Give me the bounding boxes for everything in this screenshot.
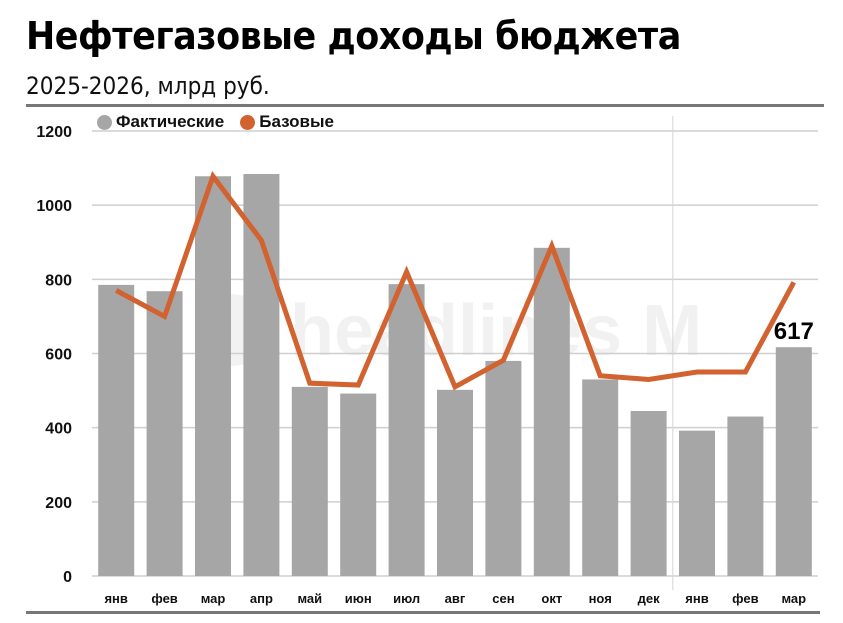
- bar-actual: [679, 430, 715, 576]
- bar-actual: [388, 284, 425, 576]
- y-tick-label: 1200: [36, 124, 72, 141]
- bar-actual: [340, 393, 377, 576]
- chart-subtitle: 2025-2026, млрд руб.: [26, 72, 270, 100]
- x-tick-label: мар: [781, 591, 806, 606]
- y-tick-label: 400: [45, 421, 72, 438]
- x-tick-label: ноя: [589, 591, 612, 606]
- x-tick-label: окт: [541, 591, 562, 606]
- bar-actual: [533, 247, 570, 576]
- y-tick-label: 200: [45, 495, 72, 512]
- chart-title: Нефтегазовые доходы бюджета: [26, 14, 681, 58]
- x-tick-label: июл: [393, 591, 420, 606]
- bar-actual: [582, 379, 619, 576]
- bar-actual: [98, 284, 135, 576]
- bar-actual: [146, 291, 183, 576]
- bar-actual: [291, 386, 328, 576]
- x-tick-label: дек: [638, 591, 660, 606]
- bar-actual: [775, 347, 812, 576]
- x-tick-label: авг: [445, 591, 466, 606]
- bar-actual: [243, 174, 280, 576]
- y-tick-label: 800: [45, 272, 72, 289]
- legend-item-actual: Фактические: [97, 112, 224, 132]
- value-annotation: 617: [774, 318, 814, 345]
- y-tick-label: 0: [63, 569, 72, 586]
- x-tick-label: фев: [732, 591, 758, 606]
- x-tick-label: янв: [685, 591, 708, 606]
- x-tick-label: янв: [104, 591, 127, 606]
- bar-actual: [630, 410, 667, 576]
- legend-orange-dot-icon: [240, 114, 256, 130]
- x-tick-label: фев: [151, 591, 177, 606]
- bottom-divider: [26, 611, 820, 614]
- x-tick-label: сен: [492, 591, 514, 606]
- y-tick-label: 1000: [36, 198, 72, 215]
- top-divider: [26, 104, 824, 107]
- line-base: [115, 170, 797, 391]
- x-tick-label: мар: [201, 591, 226, 606]
- x-tick-label: май: [297, 591, 322, 606]
- legend-label-base: Базовые: [259, 112, 334, 131]
- bar-actual: [195, 176, 231, 576]
- legend-label-actual: Фактические: [116, 112, 225, 131]
- watermark: headlines M: [290, 291, 702, 371]
- legend-gray-dot-icon: [97, 114, 112, 130]
- x-tick-label: июн: [345, 591, 372, 606]
- bar-actual: [437, 389, 473, 576]
- legend-item-base: Базовые: [240, 112, 334, 132]
- bar-actual: [485, 360, 522, 576]
- x-tick-label: апр: [250, 591, 273, 606]
- legend: Фактические Базовые: [97, 112, 344, 132]
- y-tick-label: 600: [45, 347, 72, 364]
- bar-actual: [727, 416, 764, 576]
